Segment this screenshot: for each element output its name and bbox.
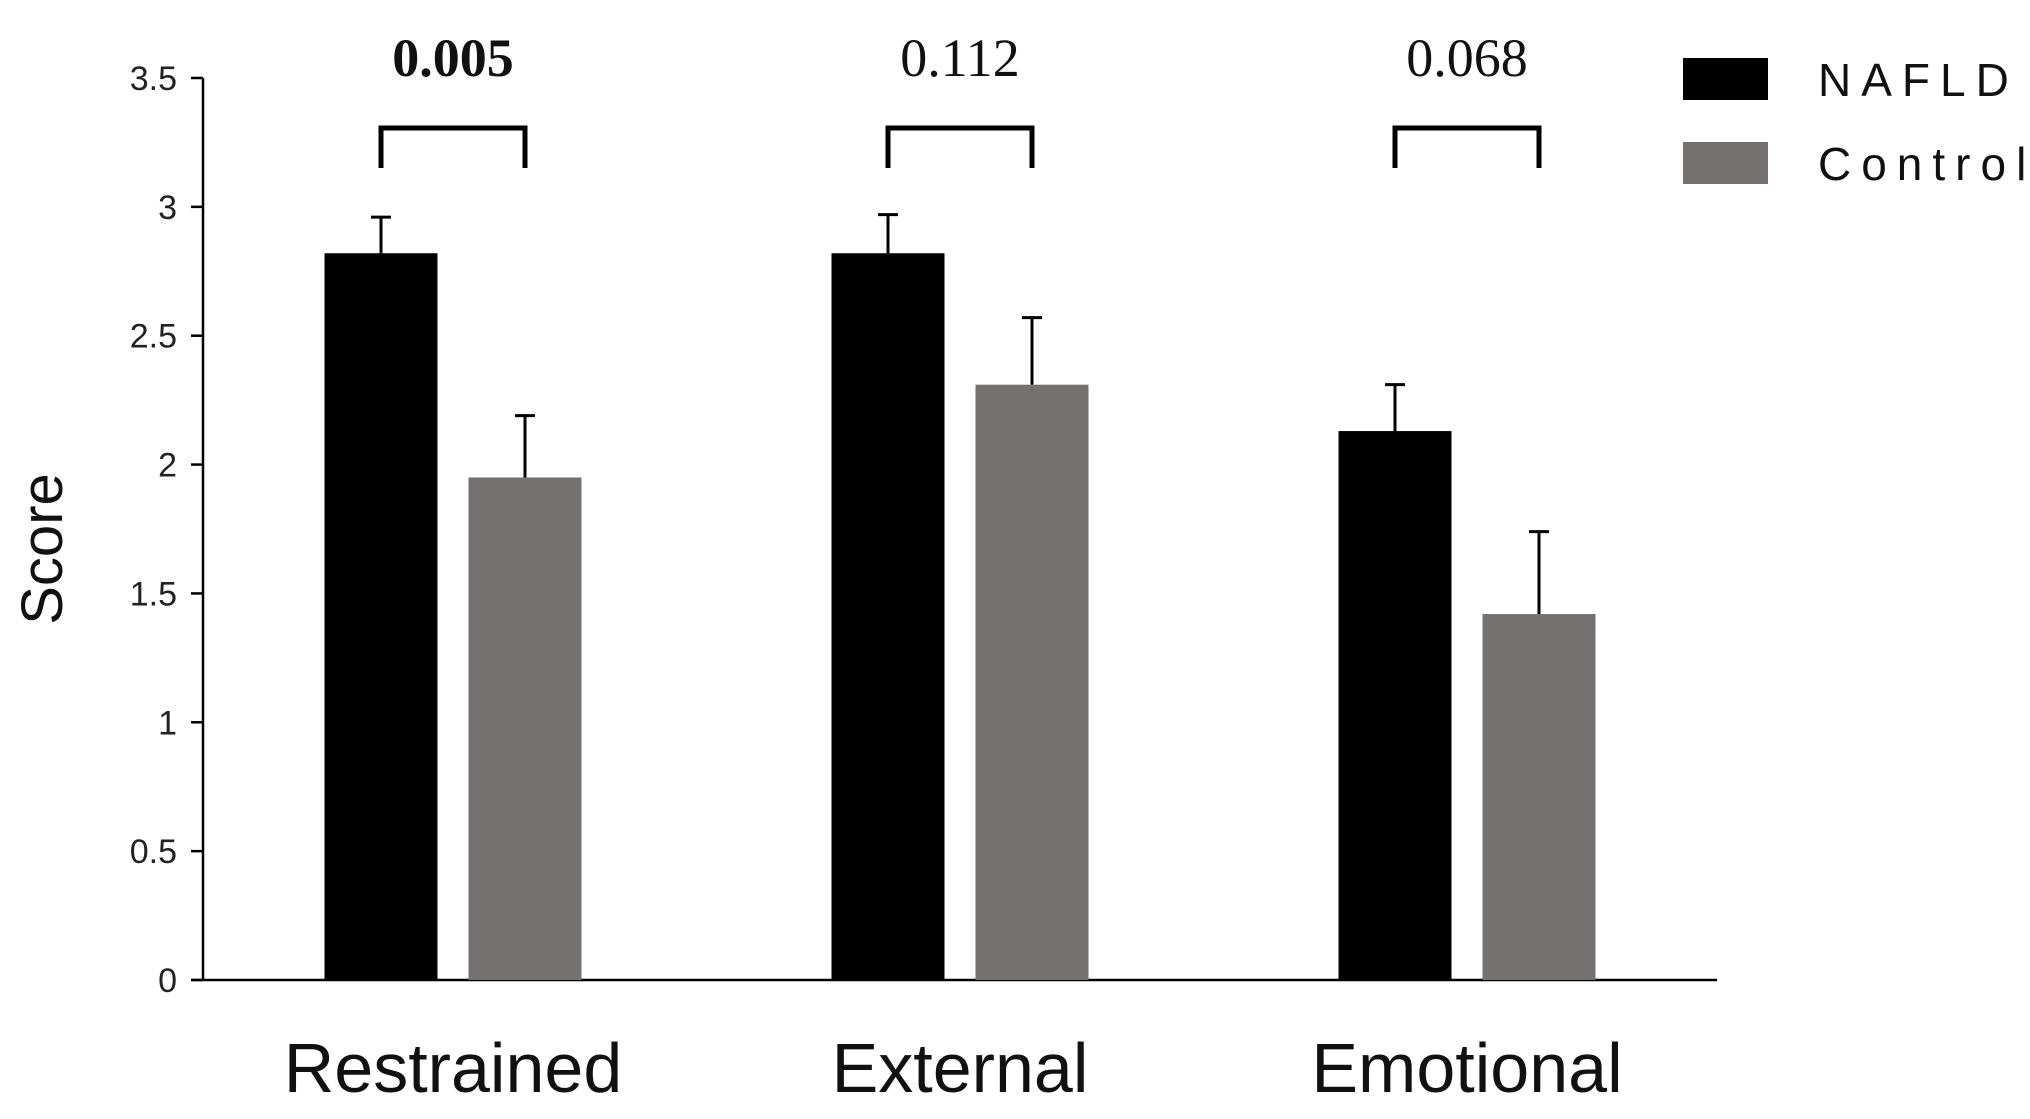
bar-nafld-external [831, 253, 945, 980]
y-tick-label: 2 [158, 447, 177, 485]
bars [324, 213, 1596, 980]
y-tick-label: 0.5 [130, 833, 177, 871]
x-category-label: Restrained [284, 1029, 623, 1107]
y-tick-label: 1.5 [130, 575, 177, 613]
significance-bracket [378, 125, 528, 168]
p-value-label: 0.005 [392, 28, 514, 88]
y-tick-label: 1 [158, 704, 177, 742]
y-tick-label: 3 [158, 189, 177, 227]
y-tick-label: 3.5 [130, 60, 177, 98]
legend-label-control: Control [1818, 138, 2030, 190]
y-tick-label: 0 [158, 962, 177, 1000]
significance-bracket [1392, 125, 1542, 168]
bar-control-restrained [468, 477, 582, 980]
y-tick-label: 2.5 [130, 318, 177, 356]
bar-control-external [975, 384, 1089, 980]
axes: 0 0.5 1 1.5 2 2.5 3 3.5 Score Restrained External E… [10, 60, 1717, 1107]
p-value-label: 0.068 [1406, 28, 1528, 88]
significance-bracket [885, 125, 1035, 168]
y-axis-title: Score [10, 473, 75, 625]
x-category-label: Emotional [1311, 1029, 1622, 1107]
legend: NAFLD Control [1683, 54, 2030, 190]
legend-swatch-nafld [1683, 58, 1768, 100]
legend-swatch-control [1683, 142, 1768, 184]
bar-control-emotional [1482, 614, 1596, 980]
significance-annotations: 0.005 0.112 0.068 [378, 28, 1542, 168]
legend-label-nafld: NAFLD [1818, 54, 2019, 106]
bar-nafld-restrained [324, 253, 438, 980]
x-category-label: External [832, 1029, 1089, 1107]
p-value-label: 0.112 [900, 28, 1020, 88]
bar-nafld-emotional [1338, 431, 1452, 980]
